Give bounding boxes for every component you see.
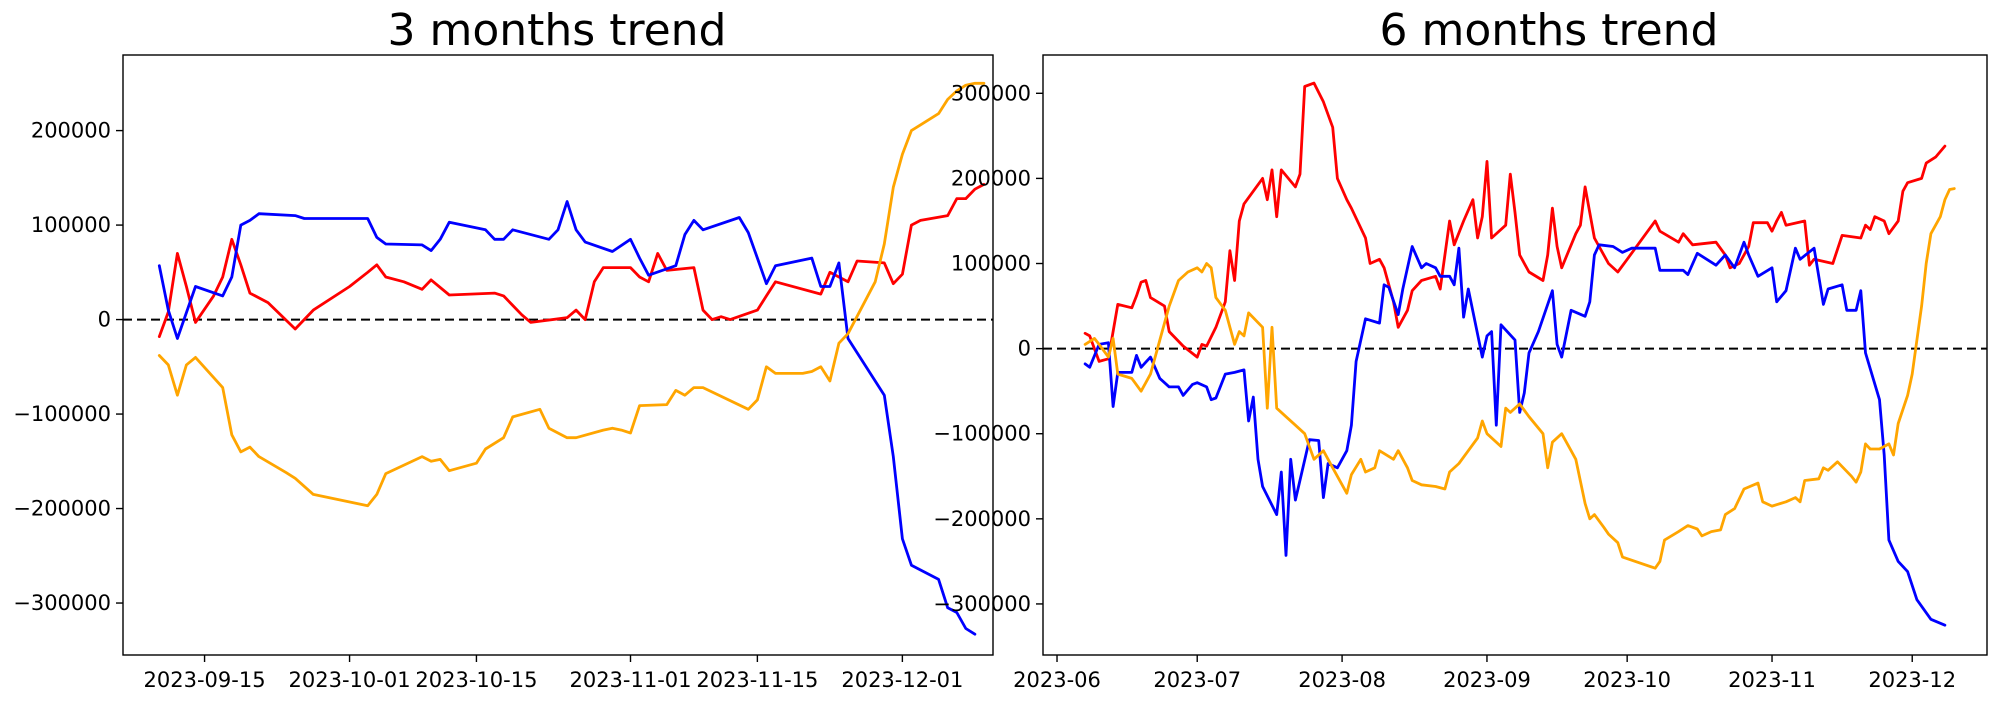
x-tick-label: 2023-10-01 (289, 668, 411, 692)
x-tick-label: 2023-10-15 (415, 668, 537, 692)
y-tick-label: −100000 (933, 422, 1031, 446)
y-tick-label: 100000 (951, 252, 1031, 276)
y-tick-label: −300000 (933, 592, 1031, 616)
chart-title: 3 months trend (388, 5, 727, 56)
y-tick-label: 200000 (31, 119, 111, 143)
x-tick-label: 2023-06 (1013, 668, 1101, 692)
x-tick-label: 2023-11-15 (696, 668, 818, 692)
y-tick-label: 0 (1018, 337, 1031, 361)
blue-series-line (1083, 240, 1947, 627)
x-tick-label: 2023-12 (1868, 668, 1956, 692)
x-tick-label: 2023-09-15 (144, 668, 266, 692)
y-tick-label: 0 (98, 308, 111, 332)
chart-title: 6 months trend (1380, 5, 1719, 56)
plot-frame (122, 54, 994, 656)
six-month-trend-panel: 6 months trend −300000 −200000 −100000 0 100… (933, 5, 1988, 692)
x-tick-label: 2023-12-01 (841, 668, 963, 692)
y-tick-label: −100000 (13, 402, 111, 426)
red-series-line (157, 183, 986, 338)
y-tick-label: 300000 (951, 81, 1031, 105)
x-tick-label: 2023-08 (1298, 668, 1386, 692)
x-tick-label: 2023-10 (1583, 668, 1671, 692)
y-tick-label: 100000 (31, 213, 111, 237)
y-tick-label: 200000 (951, 166, 1031, 190)
x-tick-label: 2023-11-01 (569, 668, 691, 692)
x-tick-label: 2023-07 (1153, 668, 1241, 692)
orange-series-line (1083, 187, 1956, 570)
plot-frame (1042, 54, 1988, 656)
x-tick-label: 2023-09 (1443, 668, 1531, 692)
y-tick-label: −200000 (933, 507, 1031, 531)
red-series-line (1083, 81, 1947, 363)
x-tick-label: 2023-11 (1728, 668, 1816, 692)
three-month-trend-panel: 3 months trend −300000 −200000 −100000 0 100… (13, 5, 994, 692)
orange-series-line (157, 81, 986, 508)
y-tick-label: −300000 (13, 591, 111, 615)
y-tick-label: −200000 (13, 497, 111, 521)
blue-series-line (157, 200, 977, 636)
